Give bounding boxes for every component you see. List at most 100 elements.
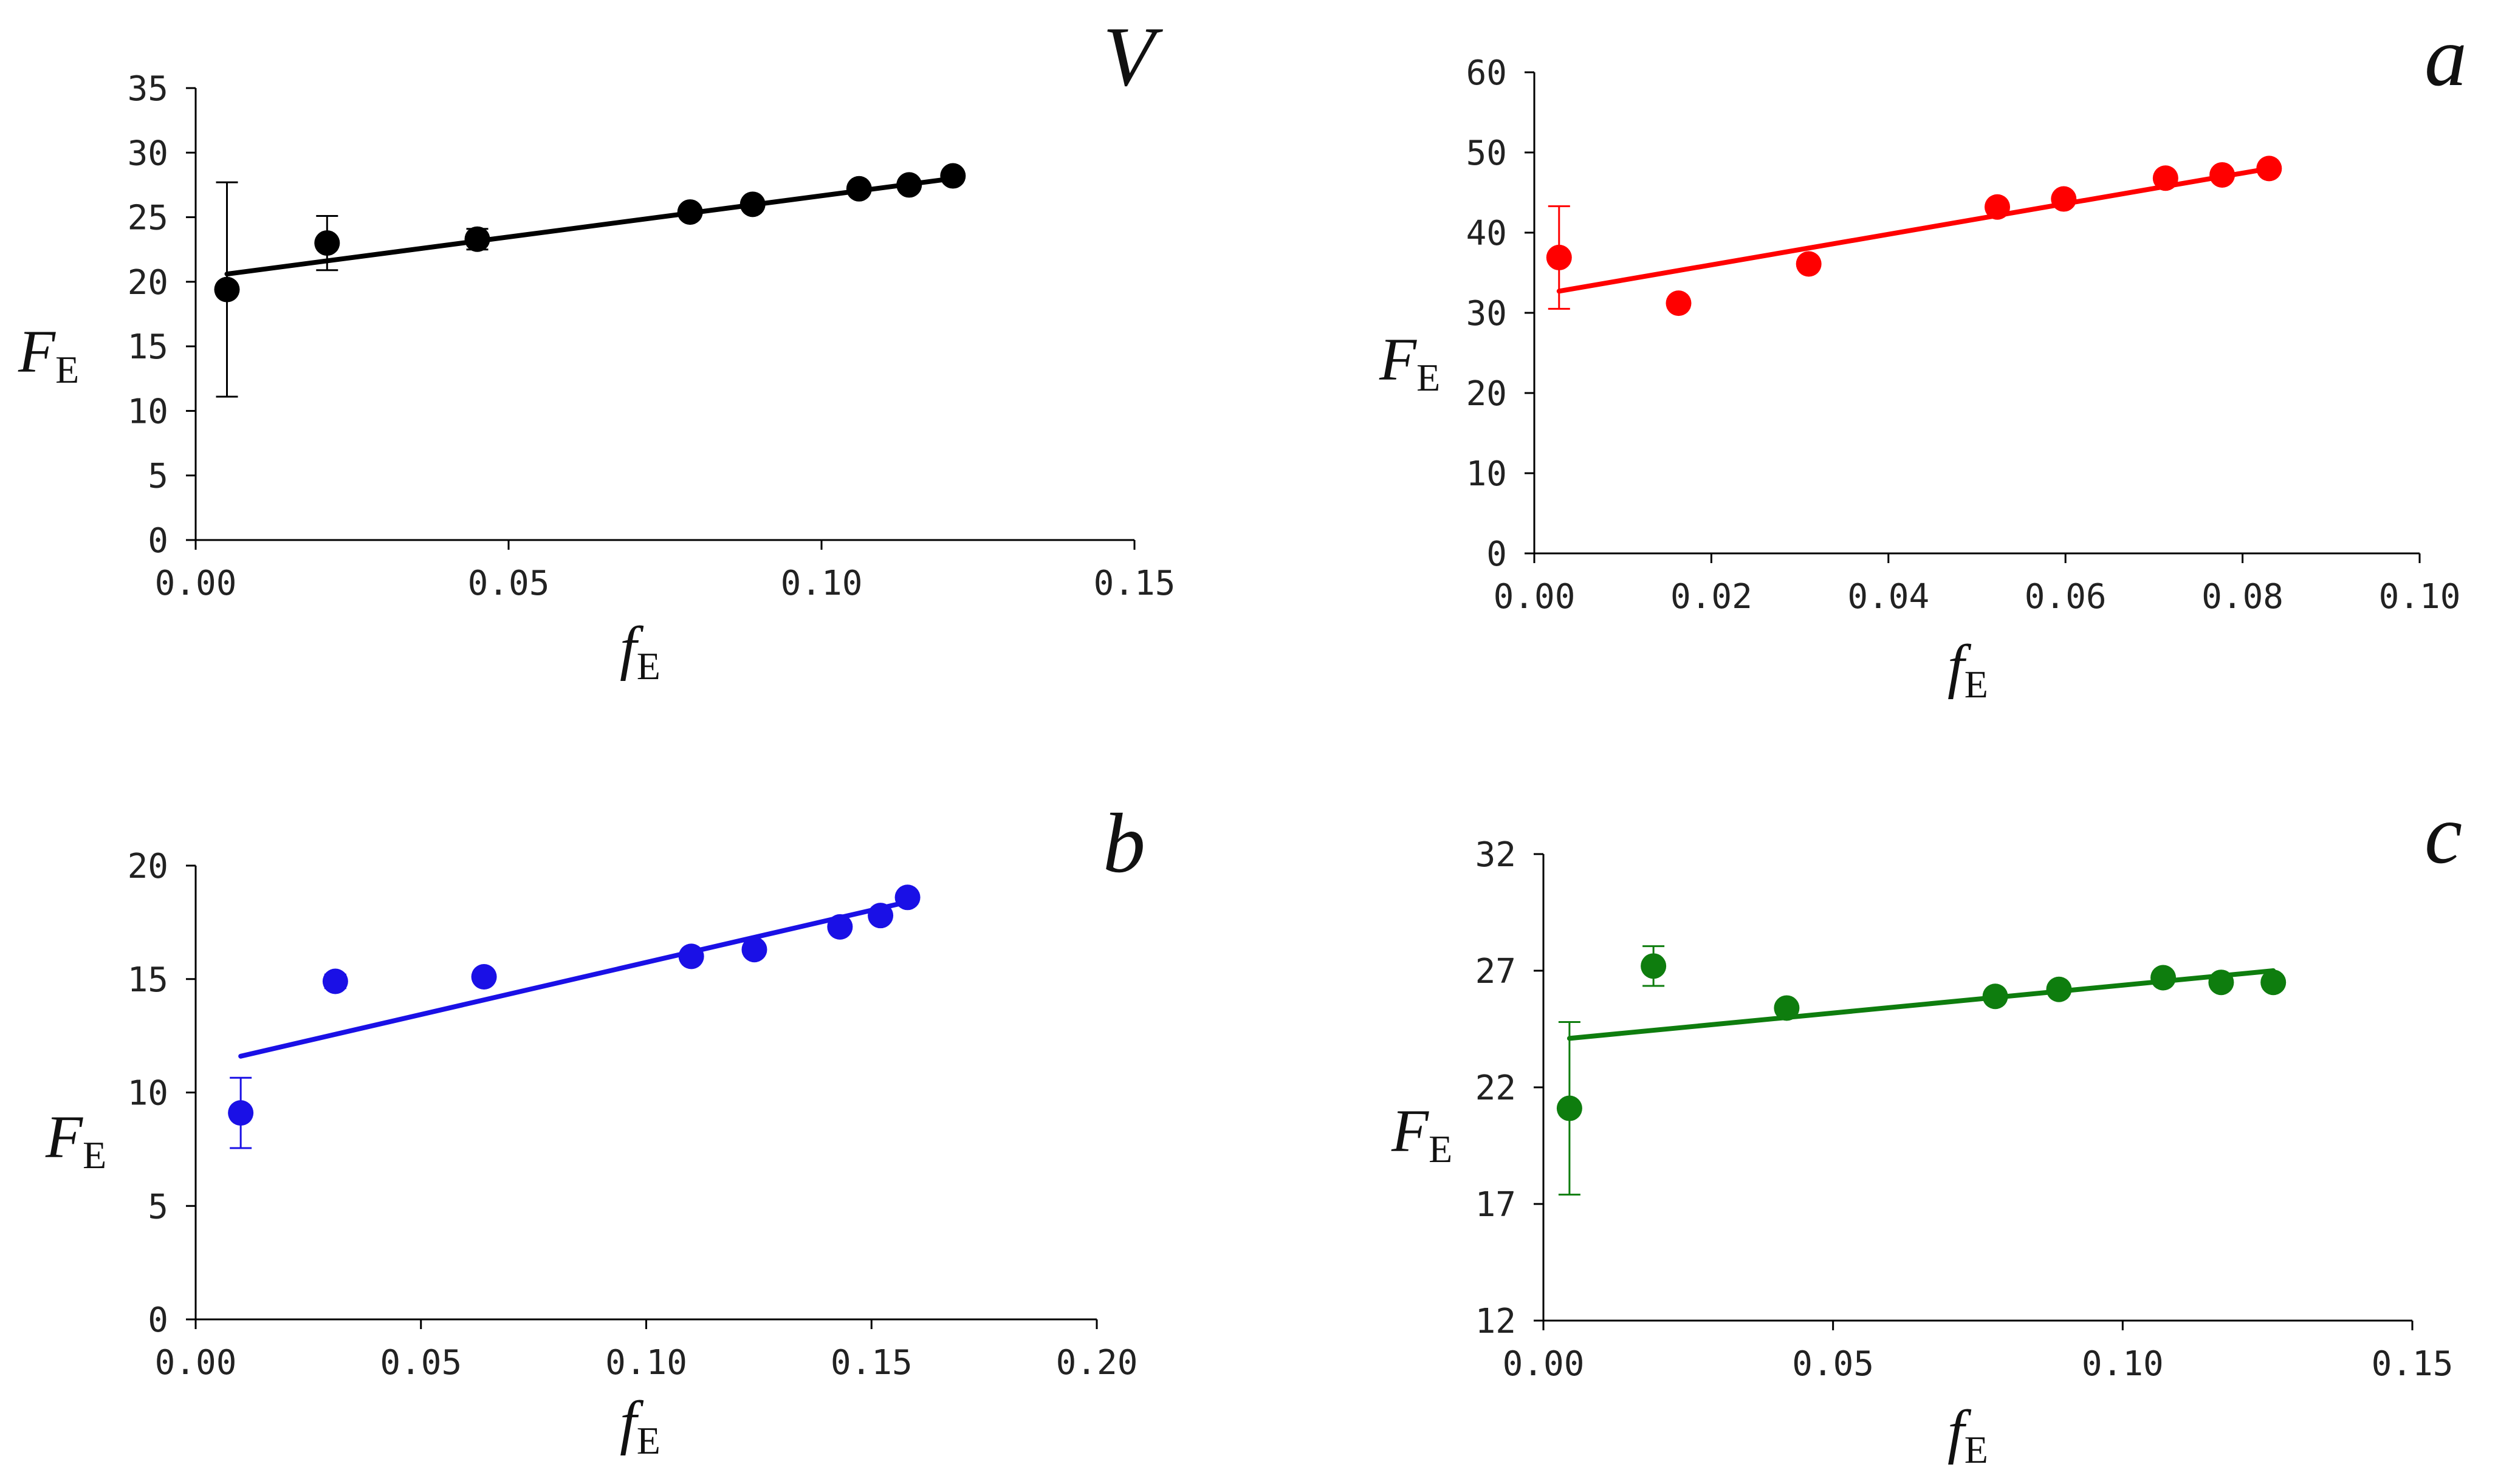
panel-a-fit-line <box>1556 166 2272 294</box>
panel-c-data-point <box>2046 976 2072 1002</box>
panel-c-y-tick-label: 32 <box>1475 835 1516 875</box>
panel-v-data-point <box>214 276 240 303</box>
panel-c-ylabel: FE <box>1391 1097 1452 1171</box>
panel-c-label: c <box>2424 787 2462 881</box>
panel-b-data-point <box>741 937 767 963</box>
panel-b-x-tick-label: 0.00 <box>155 1343 237 1383</box>
panel-b-fit <box>238 899 910 1059</box>
panel-b-y-tick-label: 15 <box>128 960 168 1000</box>
panel-a-marks <box>1546 156 2282 316</box>
panel-b-x-tick-label: 0.05 <box>380 1343 462 1383</box>
panel-b-data-point <box>868 903 894 929</box>
panel-a-x-tick-label: 0.02 <box>1670 577 1752 617</box>
panel-v-data-point <box>677 199 703 225</box>
panel-a-x-tick-label: 0.08 <box>2201 577 2284 617</box>
panel-v-x-tick-label: 0.15 <box>1094 564 1176 603</box>
panel-c-x-tick-label: 0.05 <box>1792 1344 1874 1384</box>
panel-a-y-tick-label: 50 <box>1466 134 1507 173</box>
panel-v-data-point <box>739 191 766 217</box>
panel-v-x-tick-label: 0.10 <box>781 564 863 603</box>
panel-v-data-point <box>940 163 966 189</box>
panel-b-x-tick-label: 0.20 <box>1056 1343 1138 1383</box>
panel-v-y-tick-label: 5 <box>148 457 168 496</box>
panel-v-ylabel: FE <box>18 318 79 391</box>
panel-b-marks <box>228 884 921 1149</box>
panel-v-x-tick-label: 0.00 <box>155 564 237 603</box>
panel-b-label: b <box>1103 796 1145 891</box>
panel-c-marks <box>1556 945 2287 1196</box>
panel-a-ylabel: FE <box>1379 326 1440 399</box>
panel-c-x-tick-label: 0.00 <box>1503 1344 1585 1384</box>
panel-a-x-tick-label: 0.10 <box>2379 577 2461 617</box>
panel-a-fit <box>1556 166 2272 294</box>
panel-b-data-point <box>827 914 853 940</box>
panel-b-data-point <box>678 943 704 969</box>
panel-c-y-tick-label: 17 <box>1475 1185 1516 1225</box>
panel-v-marks <box>214 163 966 398</box>
panel-v-data-point <box>314 230 340 256</box>
panel-b-data-point <box>322 968 348 994</box>
panel-c-data-point <box>2260 969 2287 996</box>
panel-c: 0.00 0.05 0.10 0.15 12 17 22 27 32 c FE fE <box>1391 787 2462 1471</box>
panel-v-y-tick-label: 30 <box>128 134 168 173</box>
panel-a-y-tick-label: 10 <box>1466 454 1507 494</box>
panel-b-y-tick-label: 5 <box>148 1187 168 1226</box>
panel-c-axes: 0.00 0.05 0.10 0.15 12 17 22 27 32 <box>1475 835 2454 1384</box>
panel-c-data-point <box>2208 969 2234 996</box>
panel-v-data-point <box>846 176 872 202</box>
panel-v-data-point <box>896 172 922 198</box>
panel-v-y-tick-label: 35 <box>128 69 168 109</box>
panel-c-data-point <box>2150 965 2177 991</box>
panel-c-y-tick-label: 12 <box>1475 1302 1516 1341</box>
panel-c-data-point <box>1641 953 1667 979</box>
panel-c-y-tick-label: 22 <box>1475 1069 1516 1108</box>
panel-a-axes: 0.00 0.02 0.04 0.06 0.08 0.10 0 10 20 30 40 50 60 <box>1466 53 2461 617</box>
panel-v-y-tick-label: 15 <box>128 327 168 367</box>
panel-b-x-tick-label: 0.10 <box>605 1343 687 1383</box>
panel-c-x-tick-label: 0.15 <box>2372 1344 2454 1384</box>
panel-a-label: a <box>2424 10 2467 104</box>
panel-a-data-point <box>2256 156 2282 182</box>
panel-a-data-point <box>2051 186 2077 212</box>
panel-a-x-tick-label: 0.04 <box>1847 577 1929 617</box>
panel-a-x-tick-label: 0.06 <box>2025 577 2107 617</box>
panel-b-axes: 0.00 0.05 0.10 0.15 0.20 0 5 10 15 20 <box>128 847 1138 1383</box>
panel-a-y-tick-label: 30 <box>1466 294 1507 333</box>
panel-a-y-tick-label: 40 <box>1466 214 1507 253</box>
panel-c-y-tick-label: 27 <box>1475 952 1516 991</box>
panel-a-data-point <box>1796 251 1822 277</box>
panel-b-y-tick-label: 20 <box>128 847 168 886</box>
panel-v-y-tick-label: 20 <box>128 263 168 303</box>
panel-c-data-point <box>1556 1095 1582 1121</box>
panel-b: 0.00 0.05 0.10 0.15 0.20 0 5 10 15 20 b FE fE <box>45 796 1145 1462</box>
panel-b-data-point <box>471 964 497 990</box>
panel-v-data-point <box>464 226 490 252</box>
panel-a-data-point <box>1666 290 1692 316</box>
panel-b-xlabel: fE <box>620 1389 661 1462</box>
panel-v-xlabel: fE <box>620 614 661 688</box>
panel-a-data-point <box>2152 165 2178 191</box>
panel-c-data-point <box>1982 983 2008 1010</box>
panel-a-data-point <box>1546 244 1572 270</box>
panel-b-data-point <box>894 884 921 911</box>
panel-a-data-point <box>2209 162 2236 188</box>
panel-a-data-point <box>1985 194 2011 220</box>
panel-c-data-point <box>1774 995 1800 1021</box>
panel-v-fit <box>224 176 956 277</box>
panel-a-y-tick-label: 60 <box>1466 53 1507 93</box>
panel-b-y-tick-label: 10 <box>128 1074 168 1113</box>
panel-v-y-tick-label: 25 <box>128 199 168 238</box>
panel-b-data-point <box>228 1100 254 1126</box>
panel-v-label: V <box>1103 10 1163 104</box>
panel-v: 0.00 0.05 0.10 0.15 0 5 10 15 20 25 30 35 V FE fE <box>18 10 1175 688</box>
panel-v-axes: 0.00 0.05 0.10 0.15 0 5 10 15 20 25 30 35 <box>128 69 1176 603</box>
panel-a-xlabel: fE <box>1947 632 1988 706</box>
panel-a-y-tick-label: 0 <box>1486 535 1507 574</box>
panel-c-xlabel: fE <box>1947 1398 1988 1471</box>
panel-b-fit-line <box>238 899 910 1059</box>
panel-b-ylabel: FE <box>45 1103 106 1177</box>
panel-a-x-tick-label: 0.00 <box>1494 577 1576 617</box>
panel-v-x-tick-label: 0.05 <box>468 564 550 603</box>
panel-b-x-tick-label: 0.15 <box>831 1343 913 1383</box>
